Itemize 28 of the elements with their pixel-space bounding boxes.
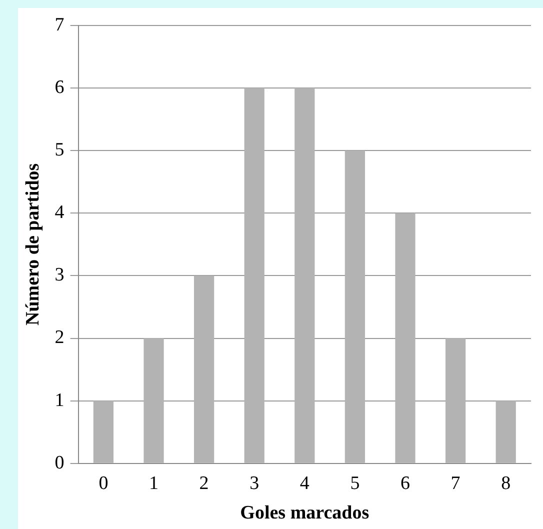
y-tick-label: 5	[54, 140, 64, 161]
y-tick-label: 7	[54, 14, 64, 36]
y-axis-title: Número de partidos	[22, 163, 44, 326]
x-tick-label: 2	[199, 472, 209, 494]
bar	[144, 338, 164, 463]
y-tick-label: 2	[54, 327, 64, 348]
y-tick-label: 0	[54, 452, 64, 474]
bar	[496, 400, 516, 463]
x-tick-label: 0	[98, 472, 108, 494]
x-tick-label: 5	[350, 472, 360, 494]
x-tick-label: 7	[450, 472, 460, 494]
x-tick-label: 1	[149, 472, 158, 494]
bar	[93, 400, 114, 463]
bar	[344, 150, 366, 463]
bar	[445, 338, 466, 463]
x-tick-label: 4	[300, 472, 310, 494]
y-tick-label: 6	[54, 76, 64, 98]
x-tick-label: 3	[250, 472, 260, 494]
y-tick-label: 1	[54, 390, 64, 411]
bar	[294, 88, 315, 463]
bar	[244, 88, 264, 463]
y-tick-label: 3	[54, 264, 64, 286]
bar	[194, 276, 214, 463]
y-tick-label: 4	[54, 202, 65, 224]
x-tick-label: 6	[400, 472, 410, 494]
x-tick-label: 8	[501, 472, 511, 494]
x-axis-title: Goles marcados	[240, 502, 370, 524]
bar	[395, 213, 416, 463]
